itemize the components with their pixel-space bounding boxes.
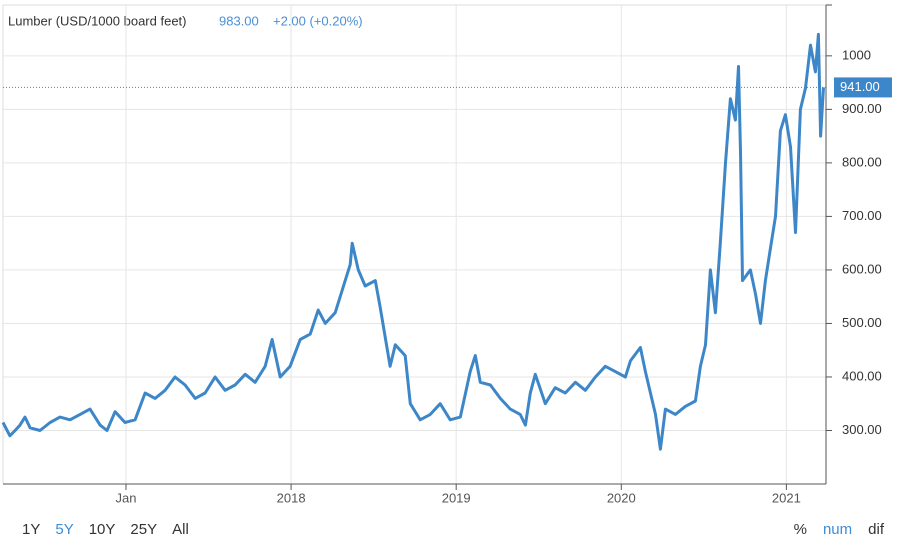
chart-title: Lumber (USD/1000 board feet) [8, 13, 186, 28]
y-tick-label: 800.00 [842, 154, 882, 169]
range-button[interactable]: 1Y [22, 521, 40, 538]
last-price-label: 941.00 [840, 79, 880, 94]
mode-button[interactable]: num [823, 521, 852, 538]
y-tick-label: 400.00 [842, 368, 882, 383]
x-tick-label: 2018 [277, 490, 306, 505]
y-tick-label: 900.00 [842, 101, 882, 116]
y-tick-label: 600.00 [842, 261, 882, 276]
mode-button[interactable]: % [794, 521, 807, 538]
y-tick-label: 500.00 [842, 315, 882, 330]
range-button[interactable]: All [172, 521, 189, 538]
x-tick-label: 2021 [772, 490, 801, 505]
range-button[interactable]: 5Y [55, 521, 73, 538]
price: 983.00 [219, 13, 259, 28]
x-tick-label: 2020 [607, 490, 636, 505]
x-tick-label: 2019 [442, 490, 471, 505]
price-line [1, 32, 825, 451]
y-tick-label: 300.00 [842, 422, 882, 437]
range-button[interactable]: 10Y [89, 521, 116, 538]
mode-button[interactable]: dif [868, 521, 885, 538]
last-price-box [834, 77, 892, 98]
x-tick-label: Jan [116, 490, 137, 505]
y-tick-label: 700.00 [842, 208, 882, 223]
price-change: +2.00 (+0.20%) [273, 13, 363, 28]
y-tick-label: 1000 [842, 47, 871, 62]
range-button[interactable]: 25Y [130, 521, 157, 538]
